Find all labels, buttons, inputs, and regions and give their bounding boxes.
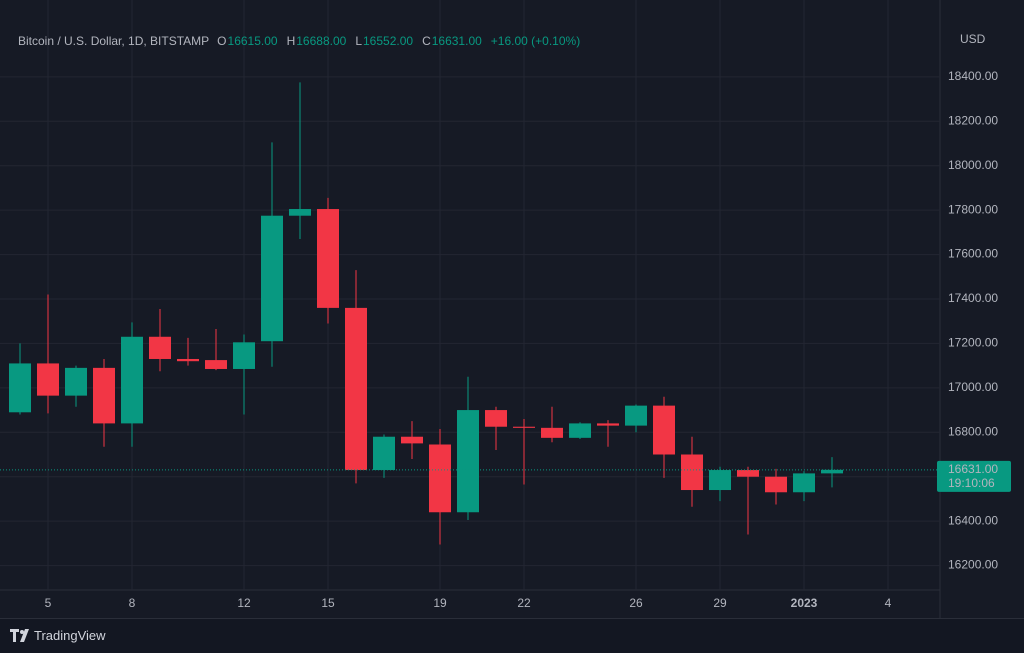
logo-dot [20, 630, 24, 634]
chart: USD 16200.0016400.0016600.0016800.001700… [0, 0, 1024, 618]
candle-body [569, 423, 591, 438]
y-tick-label: 18000.00 [948, 158, 998, 172]
open-key: O [217, 34, 227, 48]
candle-body [821, 469, 843, 474]
background [0, 0, 1024, 618]
candle-body [177, 358, 199, 362]
price-label: 16631.00 [948, 462, 998, 476]
logo-shape [10, 629, 29, 642]
brand[interactable]: TradingView [34, 628, 106, 643]
candle-body [457, 410, 479, 513]
low-value: 16552.00 [363, 34, 414, 48]
candle-body [345, 307, 367, 471]
candle-body [317, 209, 339, 308]
x-tick-label: 5 [45, 596, 52, 610]
x-tick-label: 29 [713, 596, 727, 610]
candle-body [93, 367, 115, 424]
high-value: 16688.00 [296, 34, 347, 48]
candle-body [9, 363, 31, 413]
x-tick-label: 4 [885, 596, 892, 610]
candle-body [681, 454, 703, 491]
candle-body [289, 209, 311, 216]
candle-body [765, 476, 787, 493]
candle-body [653, 405, 675, 455]
logo [10, 629, 29, 642]
x-tick-label: 15 [321, 596, 335, 610]
x-tick-label: 12 [237, 596, 251, 610]
y-tick-label: 17000.00 [948, 380, 998, 394]
candle-body [709, 470, 731, 491]
candle-body [65, 367, 87, 396]
y-tick-label: 17800.00 [948, 202, 998, 216]
y-tick-label: 16400.00 [948, 513, 998, 527]
currency: USD [960, 32, 986, 46]
close-key: C [422, 34, 431, 48]
open-value: 16615.00 [227, 34, 278, 48]
candle-body [429, 444, 451, 513]
x-tick-label: 2023 [791, 596, 818, 610]
candle-body [373, 436, 395, 471]
candle-body [121, 336, 143, 424]
y-tick-label: 16800.00 [948, 424, 998, 438]
high-key: H [286, 34, 296, 48]
countdown: 19:10:06 [948, 476, 995, 490]
y-tick-label: 18200.00 [948, 113, 998, 127]
y-tick-label: 17600.00 [948, 247, 998, 261]
footer: TradingView [0, 618, 1024, 653]
candle-body [205, 360, 227, 369]
candle-body [541, 427, 563, 438]
x-tick-label: 19 [433, 596, 447, 610]
low-key: L [355, 34, 362, 48]
candle-body [485, 410, 507, 427]
candle-body [149, 336, 171, 359]
price-label-box [937, 460, 1011, 492]
candle-body [625, 405, 647, 426]
x-tick-label: 22 [517, 596, 531, 610]
symbol: Bitcoin / U.S. Dollar, 1D, BITSTAMP [18, 34, 210, 48]
close-value: 16631.00 [431, 34, 482, 48]
candle-body [233, 342, 255, 369]
y-tick-label: 17200.00 [948, 336, 998, 350]
candle-body [597, 423, 619, 426]
candle-body [261, 215, 283, 342]
x-tick-label: 26 [629, 596, 643, 610]
legend: Bitcoin / U.S. Dollar, 1D, BITSTAMP O1661… [18, 34, 589, 48]
change: +16.00 (+0.10%) [490, 34, 581, 48]
x-tick-label: 8 [129, 596, 136, 610]
candle-body [793, 473, 815, 493]
y-tick-label: 16200.00 [948, 558, 998, 572]
y-tick-label: 17400.00 [948, 291, 998, 305]
candle-body [401, 436, 423, 444]
candle-body [737, 470, 759, 477]
y-tick-label: 18400.00 [948, 69, 998, 83]
candle-body [37, 363, 59, 396]
candle-body [513, 426, 535, 428]
